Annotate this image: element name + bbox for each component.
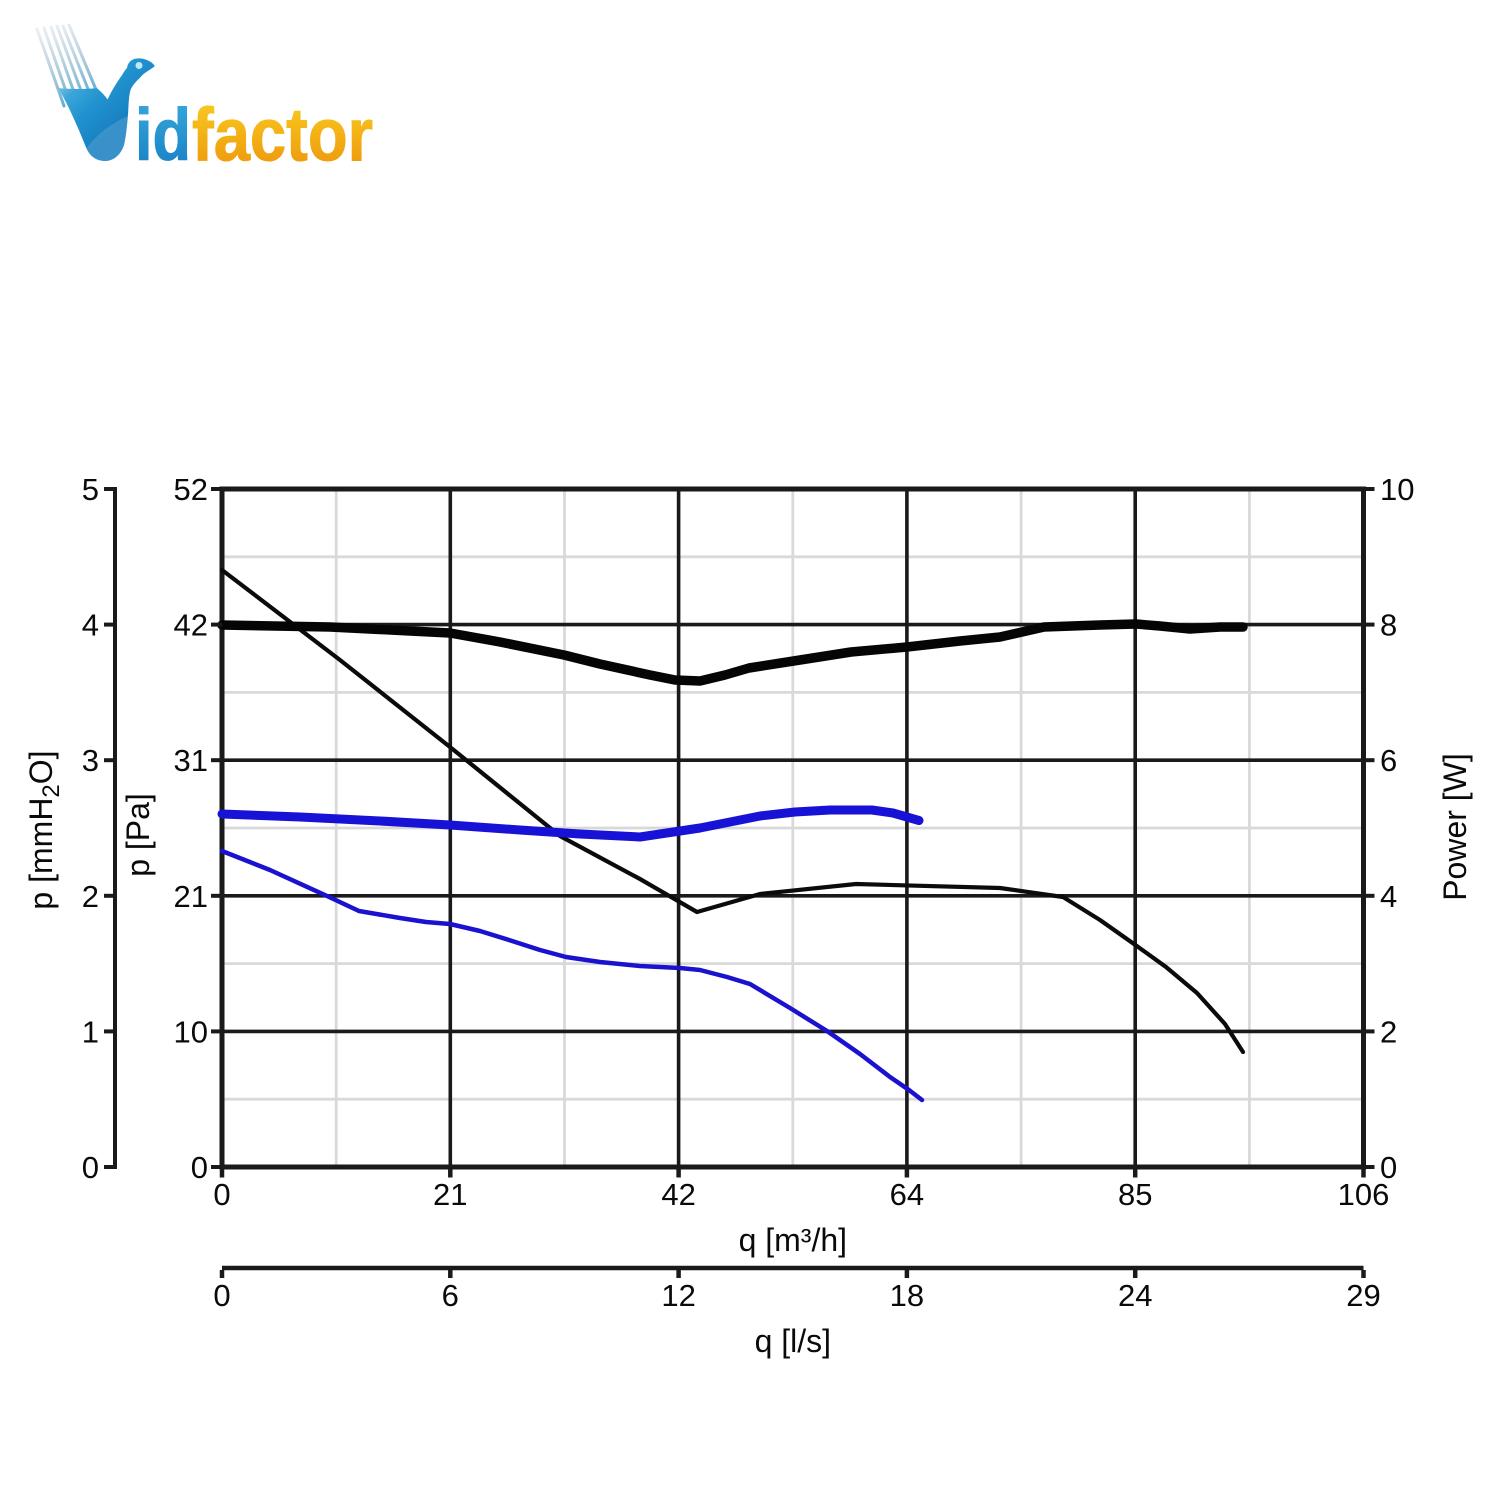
svg-text:1: 1 [82,1014,99,1049]
svg-text:0: 0 [213,1177,230,1212]
svg-text:6: 6 [1380,743,1397,778]
svg-text:factor: factor [192,93,373,177]
svg-text:2: 2 [1380,1014,1397,1049]
svg-text:id: id [135,95,191,176]
svg-text:31: 31 [174,743,208,778]
svg-text:85: 85 [1118,1177,1152,1212]
svg-text:p [mmH2O]: p [mmH2O] [23,750,65,909]
svg-text:10: 10 [174,1014,208,1049]
svg-text:42: 42 [174,608,208,643]
svg-text:29: 29 [1346,1278,1380,1313]
svg-text:6: 6 [442,1278,459,1313]
svg-text:12: 12 [661,1278,695,1313]
svg-text:10: 10 [1380,472,1414,507]
svg-text:4: 4 [1380,879,1397,914]
svg-text:0: 0 [213,1278,230,1313]
svg-text:18: 18 [890,1278,924,1313]
svg-text:106: 106 [1338,1177,1390,1212]
svg-text:4: 4 [82,608,99,643]
svg-text:q [m³/h]: q [m³/h] [739,1222,847,1258]
svg-text:5: 5 [82,472,99,507]
svg-text:8: 8 [1380,608,1397,643]
svg-text:2: 2 [82,879,99,914]
svg-text:q [l/s]: q [l/s] [755,1323,831,1359]
svg-text:42: 42 [661,1177,695,1212]
svg-text:64: 64 [890,1177,924,1212]
svg-text:24: 24 [1118,1278,1152,1313]
svg-text:0: 0 [191,1150,208,1185]
svg-text:p [Pa]: p [Pa] [120,793,156,877]
svg-text:3: 3 [82,743,99,778]
svg-text:0: 0 [82,1150,99,1185]
svg-text:Power [W]: Power [W] [1437,753,1473,901]
svg-text:52: 52 [174,472,208,507]
svg-text:0: 0 [1380,1150,1397,1185]
svg-text:21: 21 [174,879,208,914]
svg-text:21: 21 [433,1177,467,1212]
